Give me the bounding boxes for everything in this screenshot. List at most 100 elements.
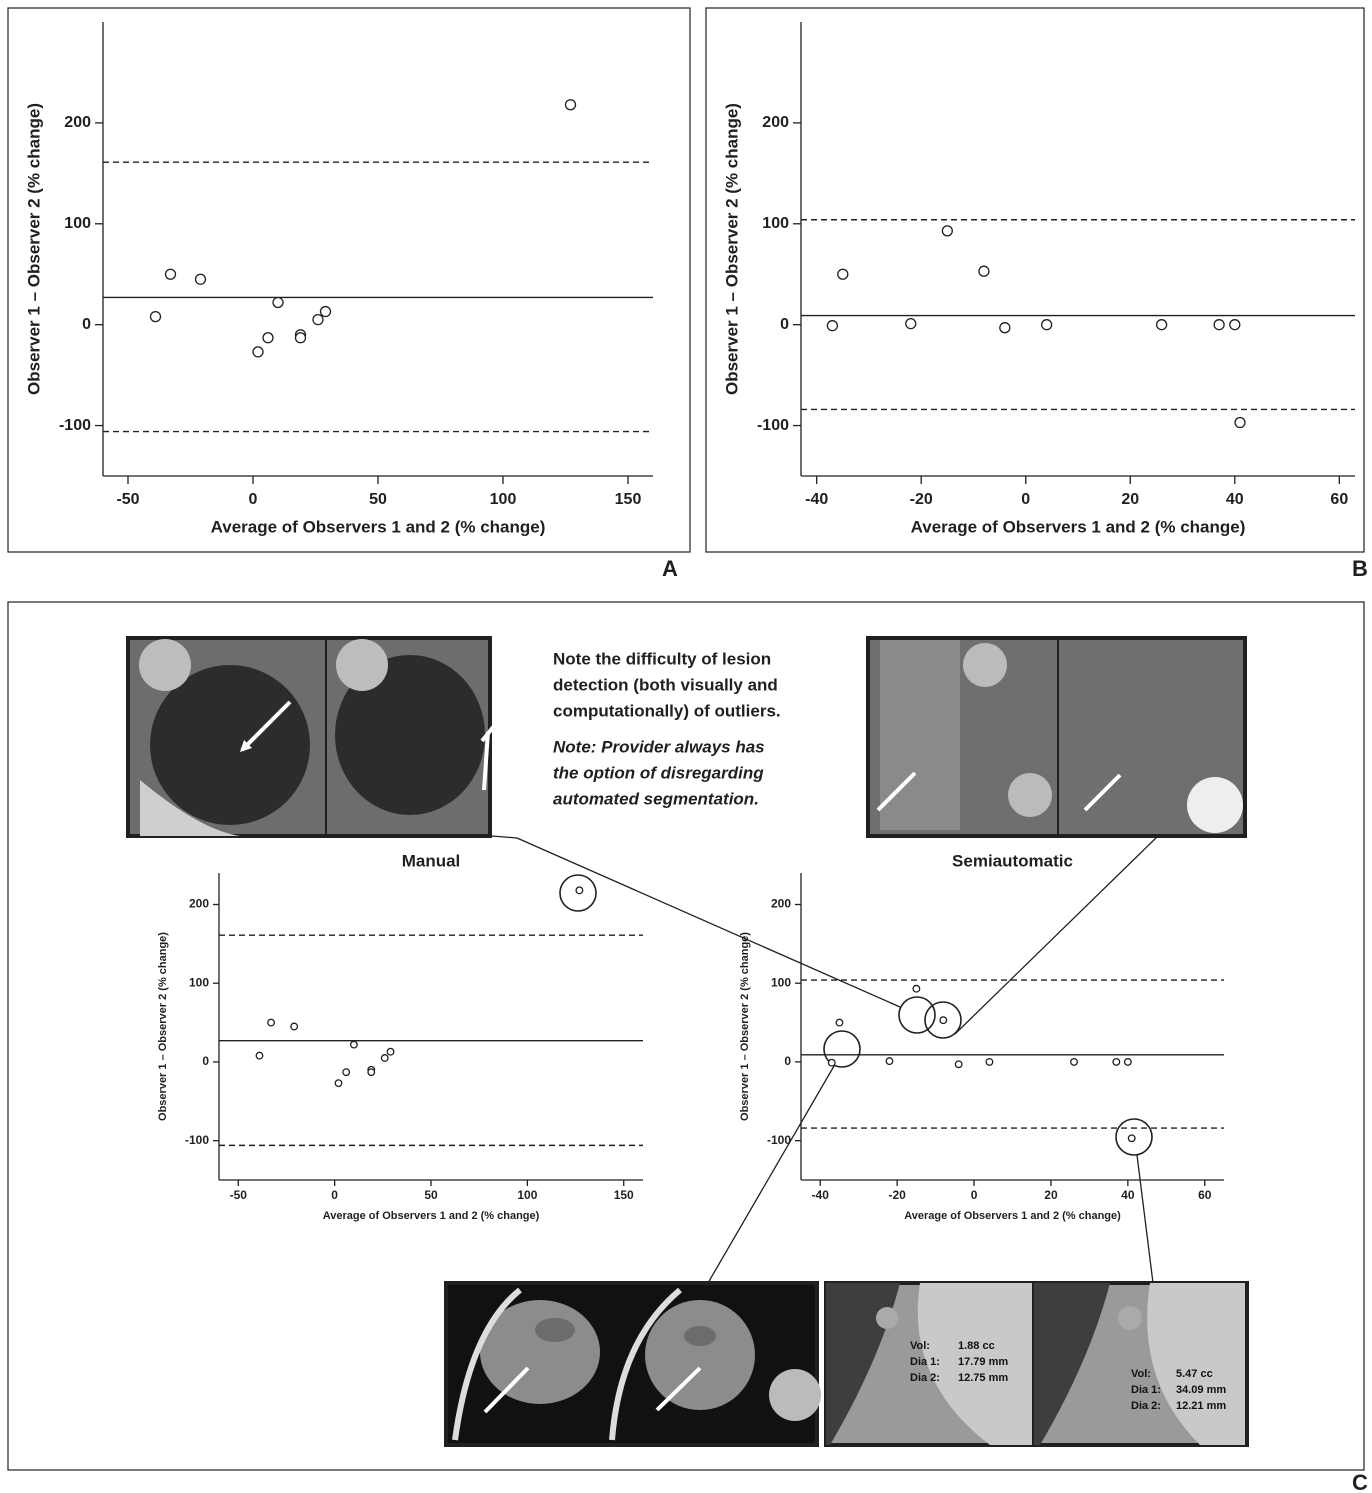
data-point: [576, 887, 583, 894]
x-axis-label: Average of Observers 1 and 2 (% change): [911, 517, 1246, 536]
ct-image: [868, 638, 1245, 836]
data-point: [1071, 1059, 1078, 1066]
data-point: [268, 1019, 275, 1026]
data-point: [273, 297, 283, 307]
data-point: [940, 1017, 947, 1024]
page: A B C: [0, 0, 1372, 1493]
panel-label: B: [1352, 556, 1368, 581]
ct-image: [446, 1283, 821, 1445]
data-point: [1157, 320, 1167, 330]
panel-a-frame: [8, 8, 690, 552]
data-point: [1230, 320, 1240, 330]
connector: [492, 836, 517, 838]
x-tick-label: 60: [1330, 491, 1348, 508]
data-point: [942, 226, 952, 236]
x-tick-label: 20: [1044, 1188, 1058, 1202]
y-tick-label: -100: [767, 1133, 791, 1147]
data-point: [291, 1023, 298, 1030]
x-tick-label: 60: [1198, 1188, 1212, 1202]
caption-label: Dia 2:: [1131, 1400, 1161, 1412]
x-tick-label: 20: [1121, 491, 1139, 508]
caption-label: Vol:: [1131, 1368, 1151, 1380]
data-point: [1214, 320, 1224, 330]
y-tick-label: 0: [82, 316, 91, 333]
y-tick-label: 0: [202, 1054, 209, 1068]
data-point: [1042, 320, 1052, 330]
y-tick-label: 200: [64, 114, 91, 131]
data-point: [263, 333, 273, 343]
data-point: [1113, 1059, 1120, 1066]
caption-value: 17.79 mm: [958, 1356, 1008, 1368]
y-tick-label: 100: [189, 975, 209, 989]
figure: A B C: [0, 0, 1372, 1493]
y-axis-label: Observer 1 – Observer 2 (% change): [722, 103, 741, 395]
panel-label: C: [1352, 1470, 1368, 1493]
y-tick-label: 100: [762, 215, 789, 232]
data-point: [196, 274, 206, 284]
note: Note: Provider always has: [553, 737, 765, 756]
note: Note the difficulty of lesion: [553, 649, 771, 668]
x-axis-label: Average of Observers 1 and 2 (% change): [904, 1210, 1121, 1222]
note: automated segmentation.: [553, 789, 759, 808]
data-point: [351, 1041, 358, 1048]
note: detection (both visually and: [553, 675, 778, 694]
connector: [708, 1066, 834, 1283]
x-tick-label: 0: [1021, 491, 1030, 508]
x-tick-label: -20: [910, 491, 933, 508]
data-point: [836, 1019, 843, 1026]
panel-label: A: [662, 556, 678, 581]
x-tick-label: -40: [805, 491, 828, 508]
y-tick-label: -100: [59, 417, 91, 434]
data-point: [368, 1069, 375, 1076]
y-tick-label: 200: [189, 897, 209, 911]
caption-value: 12.75 mm: [958, 1372, 1008, 1384]
y-tick-label: 200: [762, 114, 789, 131]
y-axis-label: Observer 1 – Observer 2 (% change): [24, 103, 43, 395]
x-tick-label: 40: [1226, 491, 1244, 508]
data-point: [979, 266, 989, 276]
caption-label: Vol:: [910, 1340, 930, 1352]
x-tick-label: -20: [888, 1188, 906, 1202]
connector: [1137, 1155, 1153, 1283]
caption-value: 5.47 cc: [1176, 1368, 1213, 1380]
data-point: [828, 1059, 835, 1066]
x-tick-label: 100: [517, 1188, 537, 1202]
x-axis-label: Average of Observers 1 and 2 (% change): [323, 1210, 540, 1222]
data-point: [256, 1052, 263, 1059]
y-tick-label: 200: [771, 897, 791, 911]
data-point: [387, 1048, 394, 1055]
ct-image: Vol: 1.88 cc Dia 1: 17.79 mm Dia 2: 12.7…: [826, 1283, 1247, 1445]
data-point: [1235, 418, 1245, 428]
x-tick-label: -40: [812, 1188, 830, 1202]
caption-value: 12.21 mm: [1176, 1400, 1226, 1412]
data-point: [151, 312, 161, 322]
y-tick-label: 0: [784, 1054, 791, 1068]
caption-value: 1.88 cc: [958, 1340, 995, 1352]
y-tick-label: 100: [771, 975, 791, 989]
data-point: [566, 100, 576, 110]
data-point: [381, 1055, 388, 1062]
y-tick-label: -100: [185, 1133, 209, 1147]
caption-value: 34.09 mm: [1176, 1384, 1226, 1396]
x-tick-label: 40: [1121, 1188, 1135, 1202]
y-axis-label: Observer 1 – Observer 2 (% change): [157, 932, 169, 1121]
data-point: [1000, 323, 1010, 333]
note: the option of disregarding: [553, 763, 764, 782]
data-point: [838, 269, 848, 279]
x-tick-label: 150: [615, 491, 642, 508]
x-tick-label: 150: [614, 1188, 634, 1202]
data-point: [906, 319, 916, 329]
caption-label: Dia 1:: [910, 1356, 940, 1368]
panel-b-frame: [706, 8, 1364, 552]
data-point: [827, 321, 837, 331]
data-point: [313, 315, 323, 325]
x-tick-label: 0: [249, 491, 258, 508]
x-tick-label: 50: [369, 491, 387, 508]
data-point: [321, 307, 331, 317]
data-point: [913, 985, 920, 992]
data-point: [253, 347, 263, 357]
caption-label: Dia 2:: [910, 1372, 940, 1384]
data-point: [1125, 1059, 1132, 1066]
